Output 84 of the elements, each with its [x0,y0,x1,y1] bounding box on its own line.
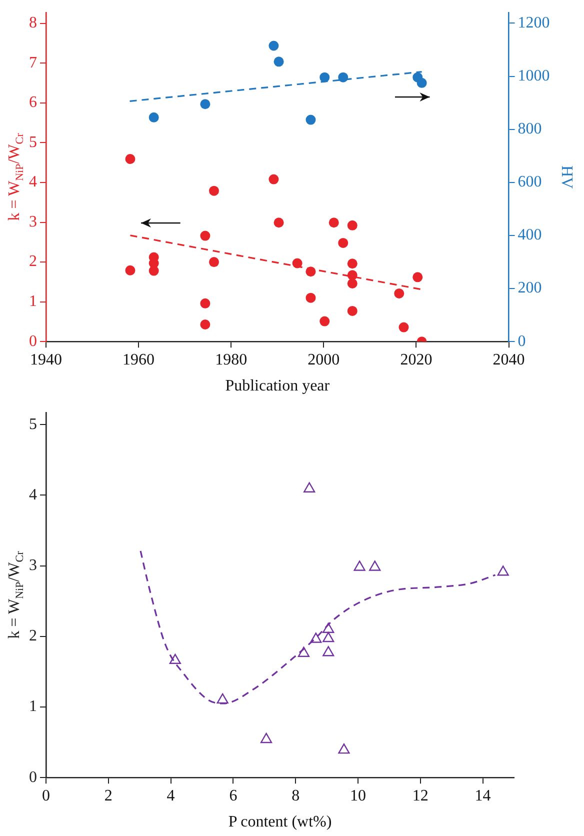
point [354,560,366,571]
y-tick-label: 1 [29,698,37,716]
point [200,298,210,308]
y-tick-label: 3 [29,213,37,230]
y-tick-label: 6 [29,94,37,112]
x-tick-label: 0 [42,787,50,804]
point [125,265,136,276]
point [306,292,316,303]
point [148,112,159,122]
point [347,278,358,289]
point [200,230,210,241]
y2-tick-label: 200 [518,280,542,297]
x-axis-title: Publication year [225,378,330,395]
x-tick-label: 14 [474,787,491,804]
point [322,622,334,633]
point [200,319,210,330]
point [274,56,284,67]
x-tick-label: 10 [350,787,366,804]
x-tick-label: 1980 [215,351,248,368]
point [369,560,381,571]
x-tick-label: 2040 [492,351,525,368]
x-tick-label: 6 [229,787,238,804]
point [347,220,358,230]
x-tick-label: 1940 [30,351,62,368]
point [292,258,302,268]
y2-tick-label: 800 [518,120,542,138]
y-tick-label: 0 [29,768,37,786]
point [394,288,404,298]
y-tick-label: 3 [29,557,37,574]
y-tick-label: 8 [29,14,37,32]
point [347,258,358,269]
x-tick-label: 12 [412,787,428,804]
point [148,266,159,276]
point [416,78,427,88]
y2-tick-label: 1000 [518,67,550,84]
point [208,257,219,268]
y2-tick-label: 400 [518,226,542,244]
point [306,114,316,125]
point [304,482,316,492]
point [216,693,228,704]
point [320,72,330,82]
point [322,632,334,642]
y-tick-label: 2 [29,628,37,645]
x-tick-label: 2 [104,787,112,804]
point [268,40,279,51]
x-tick-label: 2020 [400,351,432,368]
point [169,654,181,664]
point [347,306,358,316]
y2-tick-label: 0 [518,332,526,350]
point [338,743,350,754]
y-tick-label: 2 [29,253,37,270]
y-tick-label: 4 [29,174,37,191]
y2-axis-title: HV [558,166,576,190]
point [200,99,210,110]
point [497,566,509,576]
y-tick-label: 4 [29,486,37,504]
y-tick-label: 5 [29,416,37,433]
y-tick-label: 7 [29,54,37,72]
x-tick-label: 8 [292,787,300,804]
point [310,632,322,643]
x-axis-title: P content (wt%) [228,814,332,831]
x-tick-label: 1960 [122,351,155,368]
y2-tick-label: 600 [518,174,542,191]
point [274,218,284,228]
point [347,270,358,280]
point [306,266,316,277]
point [328,218,339,228]
point [320,316,330,326]
x-tick-label: 2000 [308,351,340,368]
point [268,174,279,184]
point [398,322,409,332]
point [208,186,219,196]
point [338,238,348,248]
point [298,646,310,657]
y2-tick-label: 1200 [518,14,550,32]
point [260,732,272,744]
point [338,72,348,82]
point [412,272,423,282]
y-tick-label: 0 [29,332,37,350]
point [322,646,334,656]
y-tick-label: 1 [29,293,37,310]
x-tick-label: 4 [166,787,175,804]
y-tick-label: 5 [29,134,37,151]
point [125,154,136,164]
